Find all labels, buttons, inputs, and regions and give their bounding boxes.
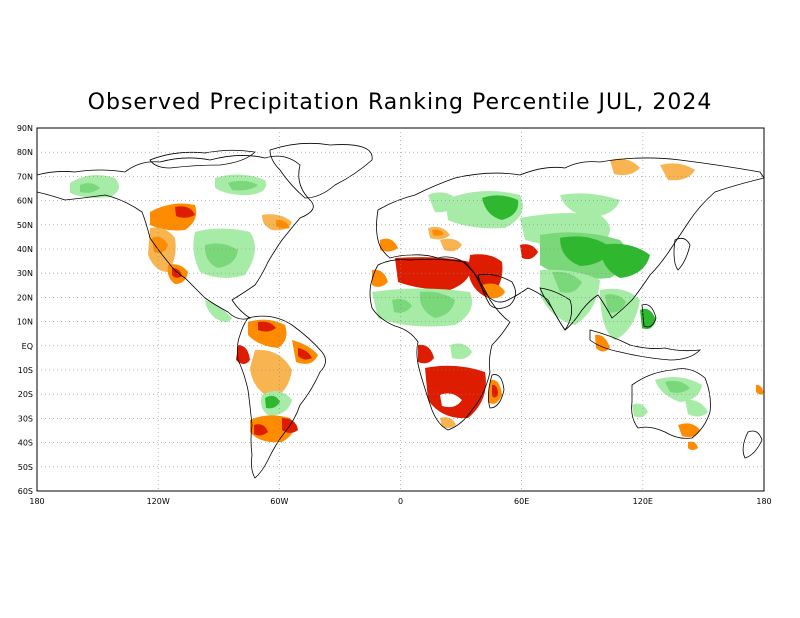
region-siberia-dry (610, 158, 640, 176)
lon-tick-label: 120W (147, 497, 170, 506)
region-russia-wet (482, 195, 519, 220)
latitude-labels: 90N 80N 70N 60N 50N 40N 30N 20N 10N EQ 10S 20S 30S 40… (17, 124, 33, 496)
region-sam-north-dry2 (258, 321, 276, 332)
region-canada-wet2 (228, 180, 258, 191)
lat-tick-label: 90N (17, 124, 33, 133)
lat-tick-label: 20S (18, 390, 33, 399)
region-s-africa-white (440, 393, 462, 408)
region-sam-east-dry2 (298, 348, 312, 360)
region-nw-africa-dry (372, 269, 388, 287)
lat-tick-label: 30S (18, 414, 33, 423)
coast-japan (673, 237, 691, 271)
region-tibet-wet2 (560, 236, 612, 266)
region-balkan-dry (440, 238, 462, 252)
region-sahara-dry (395, 257, 471, 290)
region-aus-west-wet (632, 403, 648, 418)
region-tasmania-dry (688, 441, 698, 450)
coast-europe (376, 157, 764, 331)
region-nz-dry (756, 384, 764, 395)
region-sam-west-dry (236, 345, 250, 364)
lat-tick-label: EQ (22, 342, 33, 351)
coast-africa (369, 258, 511, 431)
coast-arabia (477, 273, 516, 309)
lat-tick-label: 20N (17, 293, 33, 302)
lat-tick-label: 30N (17, 269, 33, 278)
lat-tick-label: 40S (18, 439, 33, 448)
grid-lines (37, 128, 764, 491)
lon-tick-label: 120E (633, 497, 653, 506)
region-camerica (205, 300, 232, 322)
lon-tick-label: 0 (398, 497, 403, 506)
region-iran-dry (520, 244, 538, 260)
coast-philippines (641, 304, 657, 328)
region-aus-se-dry (678, 423, 700, 438)
region-sam-south-dry3 (254, 424, 268, 436)
region-congo-dry (418, 344, 434, 364)
region-ne-canada-dry2 (276, 219, 290, 229)
lon-tick-label: 180 (29, 497, 44, 506)
region-sam-central-dry (250, 349, 292, 398)
region-indonesia-dry (595, 334, 610, 352)
region-aus-wet2 (665, 380, 690, 393)
coastlines (37, 142, 764, 479)
lat-tick-label: 80N (17, 148, 33, 157)
coast-south-america (236, 315, 326, 479)
region-sahel-wet2 (419, 291, 455, 318)
region-ne-siberia-dry (660, 163, 695, 181)
precipitation-regions (70, 158, 764, 450)
region-aus-east-wet (685, 399, 708, 417)
longitude-labels: 180 120W 60W 0 60E 120E 180 (29, 497, 771, 506)
lat-tick-label: 10N (17, 318, 33, 327)
region-c-africa-wet (450, 343, 472, 360)
lat-tick-label: 50N (17, 221, 33, 230)
region-iberia-dry (380, 238, 398, 252)
region-w-canada-dry2 (175, 206, 195, 218)
coast-india (539, 287, 573, 331)
region-sam-wet2 (265, 395, 280, 409)
lat-tick-label: 40N (17, 245, 33, 254)
coast-nz (742, 430, 763, 459)
region-cape-dry (440, 417, 456, 429)
lon-tick-label: 60W (270, 497, 288, 506)
region-sahel-wet3 (392, 298, 412, 313)
region-alaska-wet2 (80, 183, 100, 193)
coast-north-america (37, 155, 314, 320)
region-sw-dry2 (172, 268, 182, 278)
coast-arctic-islands (149, 149, 256, 169)
coast-indonesia (589, 329, 702, 361)
region-china-wet (600, 243, 650, 278)
region-us-wet2 (204, 243, 238, 268)
map-title: Observed Precipitation Ranking Percentil… (87, 90, 713, 115)
coast-greenland (269, 142, 373, 199)
lat-tick-label: 70N (17, 172, 33, 181)
lat-tick-label: 60N (17, 197, 33, 206)
lat-tick-label: 10S (18, 366, 33, 375)
coast-australia (631, 368, 711, 439)
region-c-asia-wet2 (560, 193, 620, 218)
region-se-asia-wet2 (605, 294, 626, 313)
lon-tick-label: 180 (756, 497, 771, 506)
region-s-africa-dry (425, 365, 486, 419)
region-india-wet2 (552, 271, 582, 293)
region-europe-dry2 (432, 229, 444, 236)
region-wus-dry2 (152, 236, 168, 254)
coast-madagascar (488, 374, 505, 409)
lat-tick-label: 60S (18, 487, 33, 496)
region-sam-north-dry (248, 319, 287, 348)
lon-tick-label: 60E (514, 497, 529, 506)
lat-tick-label: 50S (18, 463, 33, 472)
